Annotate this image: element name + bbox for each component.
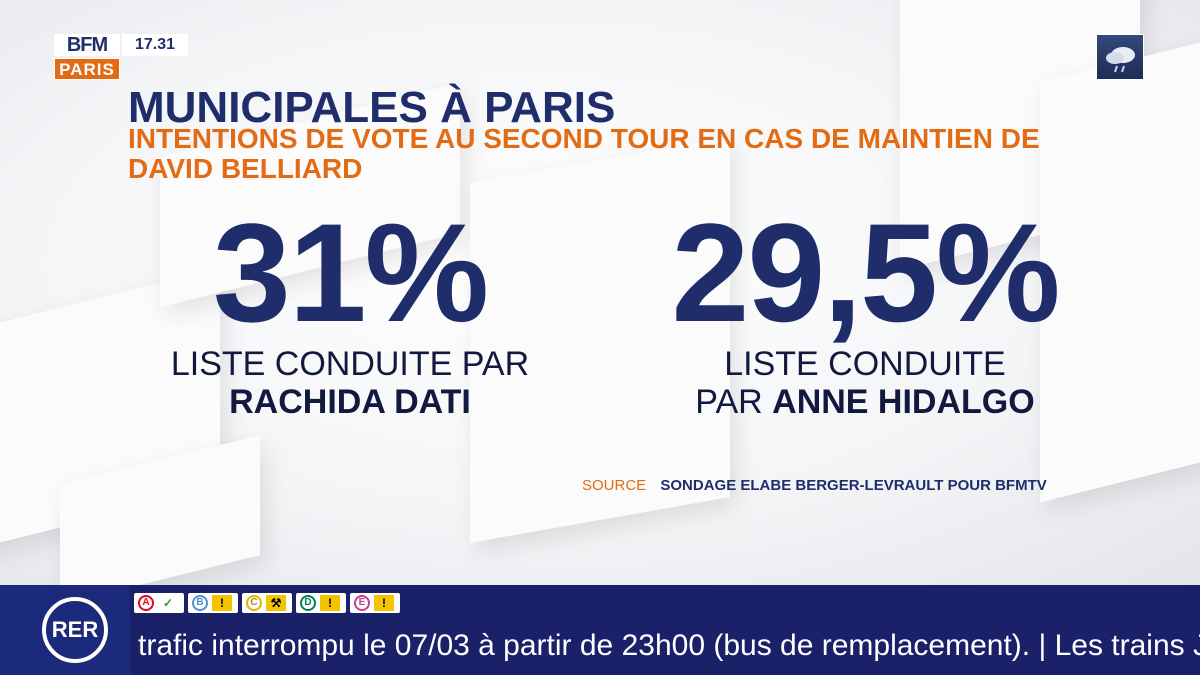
result-hidalgo: 29,5% LISTE CONDUITE PAR ANNE HIDALGO (610, 200, 1120, 421)
source-text: SONDAGE ELABE BERGER-LEVRAULT POUR BFMTV (660, 477, 1047, 494)
warning-icon: ! (212, 595, 232, 611)
line-badge-a: A ✓ (134, 593, 184, 613)
logo-top-text: BFM (54, 34, 120, 56)
ticker-message-bar: trafic interrompu le 07/03 à partir de 2… (130, 617, 1200, 675)
logo-bottom-text: PARIS (54, 58, 120, 80)
warning-icon: ! (320, 595, 340, 611)
line-letter: B (192, 595, 208, 611)
line-letter: A (138, 595, 154, 611)
line-letter: E (354, 595, 370, 611)
channel-logo: BFM PARIS (54, 34, 120, 80)
line-badge-e: E ! (350, 593, 400, 613)
source-note: SOURCE SONDAGE ELABE BERGER-LEVRAULT POU… (582, 476, 1047, 496)
page-subtitle: INTENTIONS DE VOTE AU SECOND TOUR EN CAS… (128, 123, 1040, 184)
line-badge-b: B ! (188, 593, 238, 613)
rer-lines-status: A ✓ B ! C ⚒ D ! E ! (130, 585, 1200, 617)
source-label: SOURCE (582, 477, 647, 494)
check-icon: ✓ (158, 595, 178, 611)
line-badge-d: D ! (296, 593, 346, 613)
line-letter: D (300, 595, 316, 611)
background (0, 0, 1200, 585)
clock: 17.31 (122, 34, 188, 56)
result-candidate-name: RACHIDA DATI (229, 383, 471, 421)
line-badge-c: C ⚒ (242, 593, 292, 613)
roadworks-icon: ⚒ (266, 595, 286, 611)
line-letter: C (246, 595, 262, 611)
warning-icon: ! (374, 595, 394, 611)
result-label-line2: PAR ANNE HIDALGO (610, 383, 1120, 421)
result-candidate-name: ANNE HIDALGO (772, 383, 1035, 421)
page-title: MUNICIPALES À PARIS (128, 83, 616, 132)
news-ticker: RER A ✓ B ! C ⚒ D ! E ! trafic interromp… (0, 585, 1200, 675)
rer-logo: RER (42, 597, 108, 663)
result-dati: 31% LISTE CONDUITE PAR RACHIDA DATI (150, 200, 550, 421)
result-percent: 29,5% (671, 194, 1061, 351)
result-label-prefix: PAR (695, 383, 773, 421)
result-percent: 31% (212, 194, 489, 351)
rer-logo-box: RER (0, 585, 130, 675)
ticker-message: trafic interrompu le 07/03 à partir de 2… (138, 629, 1200, 662)
result-label-line1: LISTE CONDUITE PAR (170, 345, 530, 383)
result-label-line1: LISTE CONDUITE (724, 345, 1006, 383)
result-label-line2: RACHIDA DATI (150, 383, 550, 421)
weather-icon (1096, 34, 1144, 80)
